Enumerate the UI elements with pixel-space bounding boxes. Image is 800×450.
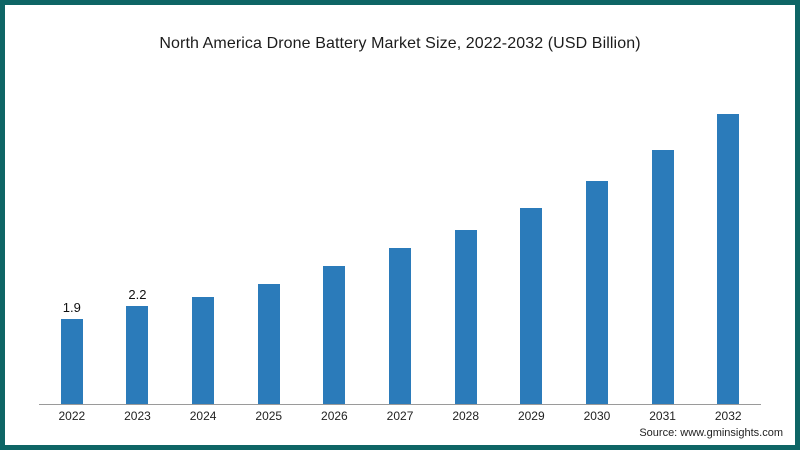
bar (126, 306, 149, 404)
bar (192, 297, 215, 404)
x-axis-labels: 2022 2023 2024 2025 2026 2027 2028 2029 2030 2031… (39, 409, 761, 423)
bar-group-2024 (170, 278, 236, 404)
bar-group-2031 (630, 131, 696, 404)
bar-value-label: 1.9 (62, 300, 81, 315)
bar-group-2022: 1.9 (39, 300, 105, 404)
x-tick-label: 2029 (517, 409, 545, 423)
x-tick-label: 2024 (189, 409, 217, 423)
bar (585, 181, 608, 404)
bar-group-2030 (564, 162, 630, 404)
bar (323, 266, 346, 404)
source-attribution: Source: www.gminsights.com (639, 427, 783, 439)
bar (717, 114, 740, 404)
bar (257, 284, 280, 404)
x-tick-label: 2027 (386, 409, 414, 423)
bar (389, 248, 412, 404)
bar (651, 150, 674, 404)
bar-value-label: 2.2 (128, 287, 147, 302)
x-tick-label: 2030 (583, 409, 611, 423)
bar (520, 208, 543, 404)
x-tick-label: 2023 (124, 409, 151, 423)
x-tick-label: 2028 (452, 409, 480, 423)
bar-group-2029 (498, 189, 564, 404)
x-tick-label: 2022 (58, 409, 86, 423)
bars-container: 1.9 2.2 (39, 92, 761, 405)
bar (454, 230, 477, 404)
bar-group-2027 (367, 229, 433, 404)
bar (60, 319, 83, 404)
plot-area: 1.9 2.2 (39, 93, 761, 405)
bar-group-2028 (433, 211, 499, 404)
x-tick-label: 2031 (649, 409, 676, 423)
x-tick-label: 2025 (255, 409, 283, 423)
bar-group-2032 (695, 95, 761, 404)
chart-title: North America Drone Battery Market Size,… (159, 35, 641, 52)
x-tick-label: 2026 (321, 409, 348, 423)
x-tick-label: 2032 (714, 409, 742, 423)
bar-group-2026 (302, 247, 368, 404)
bar-group-2023: 2.2 (105, 287, 171, 404)
bar-group-2025 (236, 265, 302, 404)
